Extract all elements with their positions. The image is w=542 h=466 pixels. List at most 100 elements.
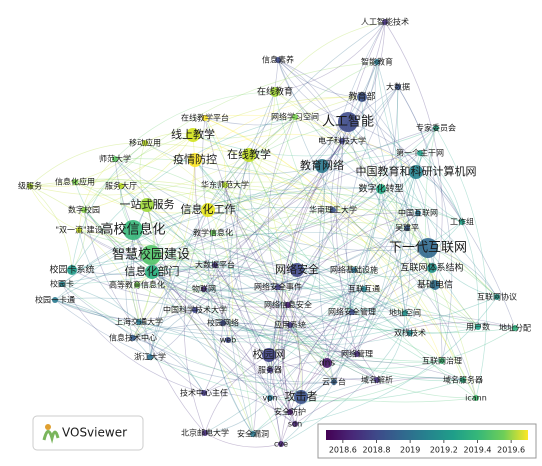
node	[136, 319, 142, 325]
edge	[222, 312, 406, 337]
edge	[194, 21, 386, 311]
edge	[351, 267, 433, 313]
node	[76, 227, 82, 233]
node-label: 网络学习空间	[271, 112, 319, 122]
edge	[29, 154, 250, 196]
edge	[194, 96, 363, 161]
node	[331, 379, 337, 385]
node	[285, 302, 291, 308]
edge	[296, 269, 411, 334]
node	[409, 165, 423, 179]
edge	[236, 154, 271, 371]
edge	[214, 264, 257, 435]
edge	[29, 185, 254, 435]
node-label: 互联互通	[348, 284, 380, 294]
edge	[204, 171, 417, 434]
edge	[222, 86, 399, 324]
node-label: 华东师范大学	[201, 180, 249, 190]
node-label: 第一个主干网	[396, 148, 444, 158]
edge	[222, 269, 355, 324]
edge	[71, 142, 146, 271]
node-label: 域名服务器	[443, 375, 483, 385]
edge	[397, 86, 453, 362]
edge	[252, 188, 382, 435]
node	[292, 421, 298, 427]
edge	[361, 96, 411, 314]
edge	[146, 204, 411, 334]
edge	[287, 304, 301, 413]
edge	[274, 91, 477, 399]
node-label: web	[220, 336, 237, 345]
edge	[321, 61, 378, 167]
edge	[287, 304, 378, 381]
edge	[132, 229, 516, 334]
edge	[419, 152, 463, 223]
node	[201, 390, 207, 396]
node-label: 网络信息安全	[264, 300, 312, 310]
edge	[151, 271, 353, 318]
edge	[114, 158, 429, 251]
edge	[269, 165, 326, 371]
node	[459, 219, 465, 225]
edge	[149, 116, 296, 358]
edge	[347, 121, 408, 229]
edge	[83, 209, 205, 394]
edge	[224, 184, 433, 269]
edge	[61, 127, 437, 285]
edge	[207, 59, 279, 211]
edge	[78, 229, 140, 323]
edge	[54, 299, 196, 320]
node	[112, 156, 118, 162]
edge	[269, 86, 399, 399]
edge	[136, 284, 282, 445]
edge	[83, 209, 464, 381]
edge	[151, 152, 421, 273]
edge	[269, 351, 358, 371]
edge	[222, 322, 378, 381]
edge	[212, 188, 382, 236]
node-label: 大数据平台	[195, 260, 235, 270]
node-label: 在线教育	[257, 86, 293, 98]
edge	[224, 181, 408, 229]
node-label: 师范大学	[99, 154, 131, 164]
colorbar-tick-label: 2019.4	[464, 446, 492, 455]
edge	[321, 165, 498, 298]
node	[188, 153, 202, 167]
node	[351, 267, 357, 273]
edge	[376, 61, 498, 298]
edge	[74, 181, 122, 190]
edge	[300, 378, 378, 398]
node	[402, 310, 408, 316]
node	[142, 140, 148, 146]
node-label: 技术中心主任	[180, 388, 228, 398]
edge	[204, 117, 443, 362]
edge	[71, 116, 296, 271]
edge	[277, 59, 363, 98]
node-label: 中国教育和科研计算机网	[356, 164, 477, 178]
edge	[74, 181, 302, 398]
edge	[227, 339, 282, 445]
edge	[227, 288, 365, 341]
node	[67, 265, 77, 275]
edge	[61, 206, 334, 285]
edge	[192, 116, 296, 139]
edge	[224, 184, 302, 398]
edge	[318, 21, 386, 383]
edge	[183, 209, 209, 434]
edge	[78, 158, 116, 231]
node-label: 安全漏洞	[237, 429, 269, 439]
edge	[347, 121, 443, 362]
node	[374, 59, 380, 65]
node-label: 信息素养	[262, 55, 294, 65]
edge	[78, 229, 335, 383]
edge	[282, 140, 343, 413]
node	[494, 294, 500, 300]
node-label: icann	[465, 394, 487, 403]
edge	[132, 337, 205, 394]
edge	[114, 91, 276, 160]
node-label: 应用系统	[274, 320, 306, 330]
node-label: 网络管理	[341, 349, 373, 359]
logo-text: VOSviewer	[62, 426, 127, 440]
edge	[78, 229, 140, 323]
